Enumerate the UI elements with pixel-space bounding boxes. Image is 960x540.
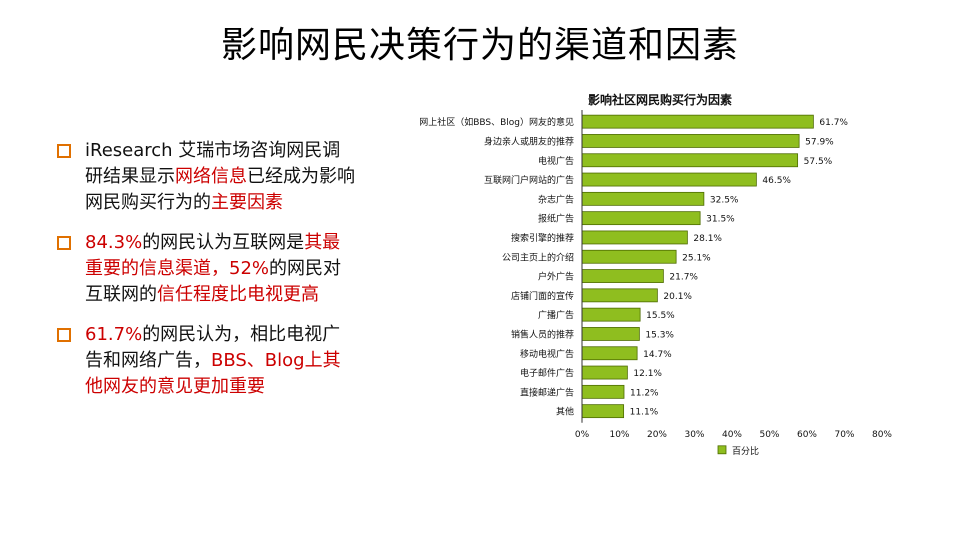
square-bullet-icon bbox=[57, 328, 71, 342]
bullet-item: iResearch 艾瑞市场咨询网民调研结果显示网络信息已经成为影响网民购买行为… bbox=[55, 138, 355, 216]
category-label: 电子邮件广告 bbox=[520, 367, 574, 379]
bullet-text-segment: 的网民对互联网的 bbox=[85, 258, 342, 305]
x-tick-label: 0% bbox=[575, 430, 590, 440]
bullet-text: 61.7%的网民认为，相比电视广告和网络广告，BBS、Blog上其他网友的意见更… bbox=[85, 324, 341, 397]
bar bbox=[581, 114, 814, 129]
bar bbox=[581, 404, 625, 419]
data-label: 28.1% bbox=[693, 234, 722, 244]
category-label: 杂志广告 bbox=[538, 193, 574, 205]
data-label: 11.2% bbox=[630, 388, 659, 398]
category-label: 网上社区（如BBS、Blog）网友的意见 bbox=[419, 116, 574, 128]
category-label: 店铺门面的宣传 bbox=[511, 290, 574, 302]
category-label: 户外广告 bbox=[538, 271, 574, 283]
bullet-highlight-segment: 主要因素 bbox=[211, 192, 283, 213]
data-label: 15.5% bbox=[646, 311, 675, 321]
data-label: 12.1% bbox=[633, 369, 662, 379]
category-label: 广播广告 bbox=[538, 309, 574, 321]
bar bbox=[581, 211, 701, 226]
legend-label: 百分比 bbox=[732, 445, 759, 457]
data-label: 25.1% bbox=[682, 253, 711, 263]
data-label: 20.1% bbox=[663, 292, 692, 302]
x-tick-label: 10% bbox=[609, 430, 629, 440]
x-tick-label: 70% bbox=[834, 430, 854, 440]
bullet-text: iResearch 艾瑞市场咨询网民调研结果显示网络信息已经成为影响网民购买行为… bbox=[85, 140, 355, 213]
bar bbox=[581, 365, 628, 380]
slide-title: 影响网民决策行为的渠道和因素 bbox=[220, 25, 739, 66]
category-label: 移动电视广告 bbox=[520, 348, 574, 360]
bullet-highlight-segment: 信任程度比电视更高 bbox=[157, 284, 319, 305]
bar bbox=[581, 384, 625, 399]
bullet-text-segment: 的网民认为互联网是 bbox=[142, 232, 305, 253]
data-label: 14.7% bbox=[643, 350, 672, 360]
category-label: 直接邮递广告 bbox=[520, 386, 574, 398]
category-label: 公司主页上的介绍 bbox=[502, 251, 574, 263]
bar bbox=[581, 307, 641, 322]
data-label: 57.5% bbox=[804, 157, 833, 167]
data-label: 32.5% bbox=[710, 195, 739, 205]
bullet-item: 61.7%的网民认为，相比电视广告和网络广告，BBS、Blog上其他网友的意见更… bbox=[55, 322, 355, 400]
square-bullet-icon bbox=[57, 144, 71, 158]
bar bbox=[581, 327, 640, 341]
x-tick-label: 20% bbox=[647, 430, 667, 440]
x-tick-label: 40% bbox=[722, 430, 742, 440]
data-label: 11.1% bbox=[630, 408, 659, 418]
data-label: 21.7% bbox=[669, 273, 698, 283]
bullet-highlight-segment: BBS、Blog上其他网友的意见更加 bbox=[85, 350, 341, 397]
bar bbox=[581, 269, 664, 283]
bullet-text-segment: 的网民认为，相比电视广告和网络广告， bbox=[85, 324, 341, 371]
bullet-highlight-segment: 网络信息 bbox=[175, 166, 247, 187]
data-label: 31.5% bbox=[706, 215, 735, 225]
square-bullet-icon bbox=[57, 236, 71, 250]
data-label: 46.5% bbox=[762, 176, 791, 186]
chart-title: 影响社区网民购买行为因素 bbox=[588, 92, 732, 107]
category-label: 销售人员的推荐 bbox=[511, 328, 574, 340]
category-label: 电视广告 bbox=[538, 155, 574, 167]
data-label: 57.9% bbox=[805, 137, 834, 147]
data-label: 61.7% bbox=[819, 118, 848, 128]
bar bbox=[581, 230, 688, 245]
bar bbox=[581, 346, 638, 361]
bar bbox=[581, 134, 800, 148]
bar bbox=[581, 153, 799, 168]
bullet-item: 84.3%的网民认为互联网是其最重要的信息渠道，52%的网民对互联网的信任程度比… bbox=[55, 230, 355, 308]
x-tick-label: 80% bbox=[872, 430, 892, 440]
bullet-highlight-segment: 61.7% bbox=[85, 324, 143, 345]
category-label: 身边亲人或朋友的推荐 bbox=[484, 135, 574, 147]
bullet-highlight-segment: 其最重要的信息渠道，52% bbox=[85, 232, 341, 279]
bar bbox=[581, 172, 757, 187]
bullet-list: iResearch 艾瑞市场咨询网民调研结果显示网络信息已经成为影响网民购买行为… bbox=[55, 138, 355, 414]
bullet-text-segment: 已经成为影响网民购买行为的 bbox=[85, 166, 355, 213]
bar bbox=[581, 288, 658, 303]
category-label: 报纸广告 bbox=[538, 213, 574, 225]
chart-container: 影响社区网民购买行为因素网上社区（如BBS、Blog）网友的意见 61.7% 身边亲… bbox=[360, 84, 900, 524]
category-label: 其他 bbox=[556, 406, 574, 418]
category-label: 搜索引擎的推荐 bbox=[511, 232, 574, 244]
legend-swatch bbox=[717, 445, 727, 455]
category-label: 互联网门户网站的广告 bbox=[484, 174, 574, 186]
bar bbox=[581, 191, 705, 206]
bullet-text: 84.3%的网民认为互联网是其最重要的信息渠道，52%的网民对互联网的信任程度比… bbox=[85, 232, 341, 305]
bullet-highlight-segment: 84.3% bbox=[85, 232, 143, 253]
x-tick-label: 60% bbox=[797, 430, 817, 440]
x-tick-label: 30% bbox=[684, 430, 704, 440]
bullet-highlight-segment: 重要 bbox=[229, 376, 265, 397]
data-label: 15.3% bbox=[645, 330, 674, 340]
bullet-text-segment: iResearch 艾瑞市场咨询网民调研结果显示 bbox=[85, 140, 341, 187]
bar bbox=[581, 249, 677, 264]
x-tick-label: 50% bbox=[759, 430, 779, 440]
